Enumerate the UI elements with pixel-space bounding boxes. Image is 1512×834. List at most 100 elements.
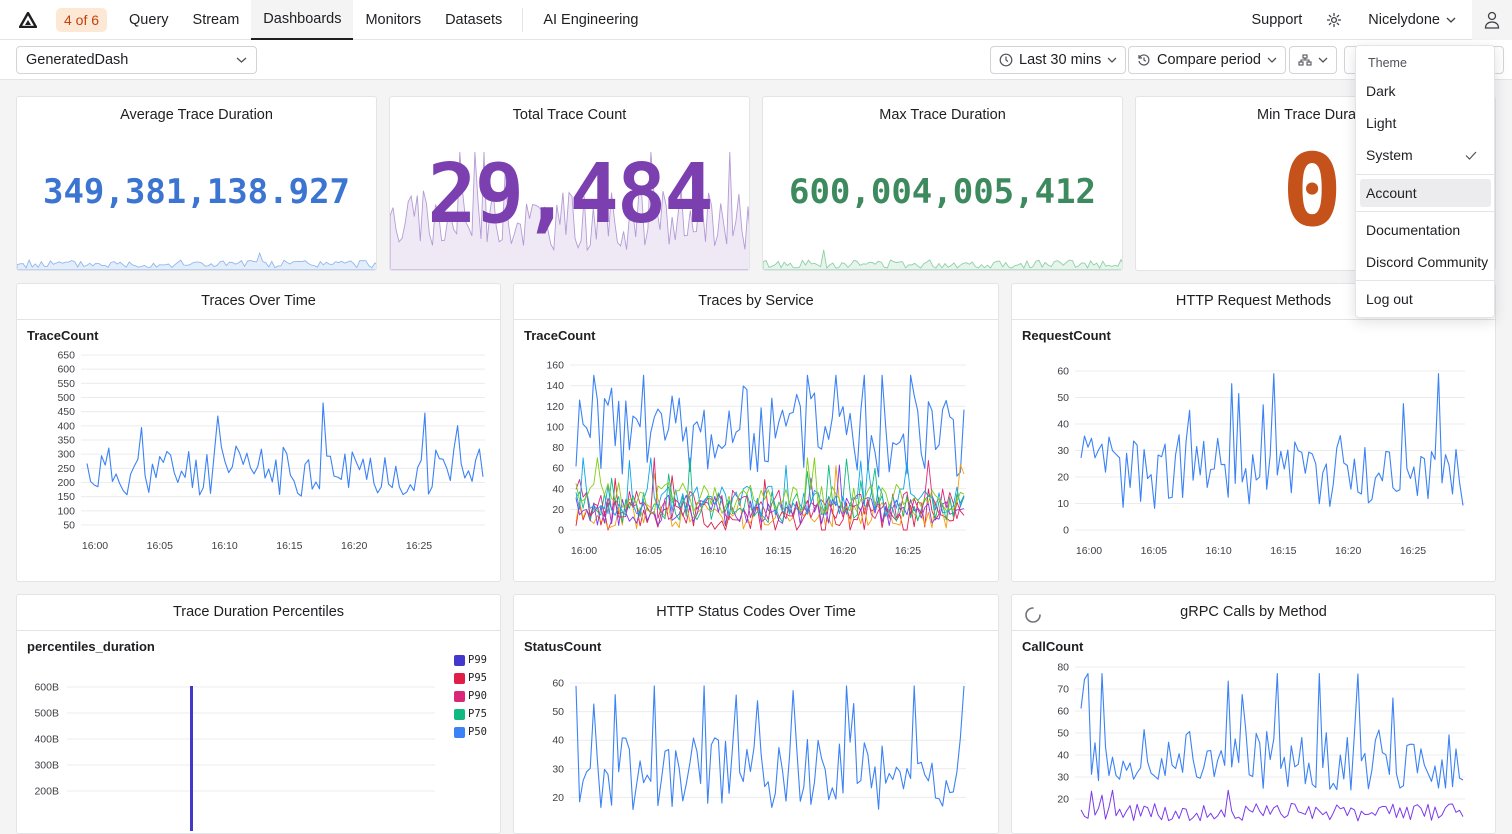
sparkline <box>390 151 749 270</box>
chart-series-label: TraceCount <box>27 328 99 343</box>
y-tick-label: 80 <box>1057 662 1069 674</box>
stat-title: Min Trace Durat <box>1257 107 1361 123</box>
x-tick-label: 16:10 <box>1205 545 1231 557</box>
y-tick-label: 20 <box>1057 794 1069 806</box>
y-tick-label: 30 <box>1057 445 1069 457</box>
nav-dashboards[interactable]: Dashboards <box>251 0 354 40</box>
bar <box>190 686 193 831</box>
y-tick-label: 30 <box>552 763 564 775</box>
group-by-button[interactable] <box>1289 46 1337 74</box>
chevron-down-icon <box>1446 17 1456 23</box>
y-tick-label: 550 <box>57 378 75 390</box>
y-tick-label: 40 <box>552 735 564 747</box>
y-tick-label: 40 <box>1057 419 1069 431</box>
time-range-label: Last 30 mins <box>1019 52 1102 68</box>
menu-item-system[interactable]: System <box>1360 141 1491 169</box>
y-tick-label: 140 <box>546 380 564 392</box>
y-tick-label: 50 <box>63 520 75 532</box>
theme-header: Theme <box>1368 56 1407 70</box>
stat-value: 0 <box>1282 132 1343 249</box>
x-tick-label: 16:15 <box>1270 545 1296 557</box>
chart-card-http-methods: HTTP Request Methods RequestCount 0 10 20 3… <box>1011 283 1496 582</box>
legend-swatch <box>454 708 465 720</box>
x-tick-label: 16:00 <box>1076 545 1102 557</box>
y-tick-label: 300B <box>34 760 59 772</box>
history-icon <box>1138 54 1150 66</box>
x-tick-label: 16:10 <box>211 540 237 552</box>
time-range-button[interactable]: Last 30 mins <box>990 46 1127 74</box>
y-tick-label: 200 <box>57 477 75 489</box>
legend-item[interactable]: P50 <box>454 726 487 738</box>
series-line <box>1080 373 1464 509</box>
legend-item[interactable]: P95 <box>454 672 487 684</box>
legend-label: P95 <box>468 672 487 684</box>
chart-series-label: CallCount <box>1022 639 1084 654</box>
top-nav: 4 of 6 Query Stream Dashboards Monitors … <box>0 0 1512 40</box>
y-tick-label: 250 <box>57 463 75 475</box>
chart-card-grpc-calls: gRPC Calls by Method CallCount 20 30 40 50 6… <box>1011 594 1496 834</box>
nav-stream[interactable]: Stream <box>192 11 240 28</box>
x-tick-label: 16:20 <box>830 545 856 557</box>
settings-gear-icon[interactable] <box>1314 0 1354 40</box>
y-tick-label: 20 <box>552 792 564 804</box>
legend-label: P99 <box>468 654 487 666</box>
logo-icon[interactable] <box>0 0 56 40</box>
legend-item[interactable]: P90 <box>454 690 487 702</box>
y-tick-label: 600 <box>57 364 75 376</box>
nav-ai-engineering[interactable]: AI Engineering <box>543 11 639 28</box>
support-link[interactable]: Support <box>1251 11 1303 28</box>
y-tick-label: 40 <box>552 483 564 495</box>
legend-item[interactable]: P99 <box>454 654 487 666</box>
legend-item[interactable]: P75 <box>454 708 487 720</box>
line-chart: 50 100 150 200 250 300 350 400 450 500 550 600 650 16… <box>57 350 485 552</box>
stat-title: Total Trace Count <box>512 107 627 123</box>
series-line <box>575 457 965 514</box>
y-tick-label: 500B <box>34 708 59 720</box>
dashboard-select[interactable]: GeneratedDash <box>16 46 257 74</box>
menu-divider <box>1356 211 1494 212</box>
y-tick-label: 400B <box>34 734 59 746</box>
legend-label: P50 <box>468 726 487 738</box>
y-tick-label: 350 <box>57 435 75 447</box>
line-chart: 20 30 40 50 60 <box>552 678 966 811</box>
chart-series-label: TraceCount <box>524 328 596 343</box>
menu-item-dark[interactable]: Dark <box>1366 83 1396 99</box>
nav-datasets[interactable]: Datasets <box>445 11 503 28</box>
y-tick-label: 50 <box>1057 392 1069 404</box>
stat-card-total-count: Total Trace Count 29,484 <box>389 96 750 271</box>
stat-card-max-duration: Max Trace Duration 600,004,005,412 <box>762 96 1123 271</box>
x-tick-label: 16:25 <box>406 540 432 552</box>
chart-series-label: percentiles_duration <box>27 639 155 654</box>
chevron-down-icon <box>1107 57 1117 63</box>
y-tick-label: 60 <box>1057 366 1069 378</box>
menu-item-log-out[interactable]: Log out <box>1366 291 1413 307</box>
chart-title: Traces by Service <box>514 284 998 320</box>
series-line <box>575 457 965 520</box>
legend-label: P90 <box>468 690 487 702</box>
compare-period-button[interactable]: Compare period <box>1128 46 1286 74</box>
menu-item-discord-community[interactable]: Discord Community <box>1366 254 1489 270</box>
menu-divider <box>1356 174 1494 175</box>
stat-value: 600,004,005,412 <box>788 172 1097 212</box>
menu-item-documentation[interactable]: Documentation <box>1366 222 1461 238</box>
menu-item-light[interactable]: Light <box>1366 115 1397 131</box>
chart-title: Trace Duration Percentiles <box>17 595 500 631</box>
y-tick-label: 650 <box>57 350 75 362</box>
user-avatar-icon[interactable] <box>1472 0 1512 40</box>
nav-monitors[interactable]: Monitors <box>365 11 422 28</box>
chart-card-duration-percentiles: Trace Duration Percentiles percentiles_d… <box>16 594 501 834</box>
y-tick-label: 20 <box>1057 472 1069 484</box>
menu-item-account[interactable]: Account <box>1360 179 1491 207</box>
series-line <box>575 685 965 811</box>
line-chart: 0 10 20 30 40 50 60 16:00 16:05 16:10 16:15 16:20 16… <box>1057 366 1465 557</box>
sparkline <box>763 249 1122 270</box>
chevron-down-icon <box>1267 57 1277 63</box>
x-tick-label: 16:20 <box>1335 545 1361 557</box>
y-tick-label: 60 <box>552 678 564 690</box>
menu-item-label: System <box>1366 147 1413 163</box>
user-menu-button[interactable]: Nicelydone <box>1354 12 1464 28</box>
legend-label: P75 <box>468 708 487 720</box>
stat-value: 29,484 <box>427 147 713 242</box>
nav-query[interactable]: Query <box>129 11 169 28</box>
series-line <box>575 457 965 517</box>
